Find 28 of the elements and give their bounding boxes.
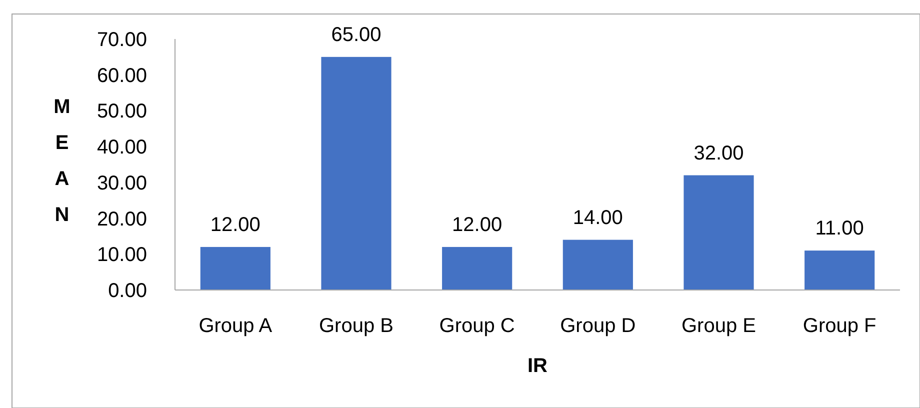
- data-label: 14.00: [572, 206, 623, 229]
- y-tick-label: 0.00: [108, 280, 147, 302]
- bar: [684, 175, 754, 290]
- x-tick-label: Group F: [802, 315, 876, 337]
- bar: [321, 56, 392, 290]
- y-tick-label: 50.00: [96, 100, 147, 123]
- x-tick-label: Group E: [682, 315, 756, 337]
- x-tick-label: Group A: [198, 315, 273, 337]
- x-tick-label: Group D: [560, 315, 636, 337]
- y-tick-label: 30.00: [96, 172, 147, 194]
- y-axis-title: MEAN: [54, 96, 70, 226]
- x-tick-label: Group C: [439, 315, 515, 337]
- x-tick-label: Group B: [319, 315, 394, 337]
- bar: [200, 246, 270, 290]
- bar: [442, 246, 512, 290]
- data-label: 12.00: [210, 214, 260, 236]
- data-label: 11.00: [815, 218, 864, 240]
- data-label: 65.00: [331, 24, 382, 46]
- data-label: 12.00: [452, 214, 502, 236]
- y-tick-label: 70.00: [96, 29, 147, 51]
- y-tick-label: 20.00: [96, 208, 147, 230]
- bar: [804, 250, 875, 290]
- bar: [562, 240, 633, 290]
- y-tick-label: 10.00: [96, 244, 147, 266]
- data-label: 32.00: [694, 142, 744, 164]
- x-axis-title: IR: [528, 355, 548, 377]
- y-tick-label: 40.00: [96, 136, 147, 159]
- y-tick-label: 60.00: [96, 64, 147, 87]
